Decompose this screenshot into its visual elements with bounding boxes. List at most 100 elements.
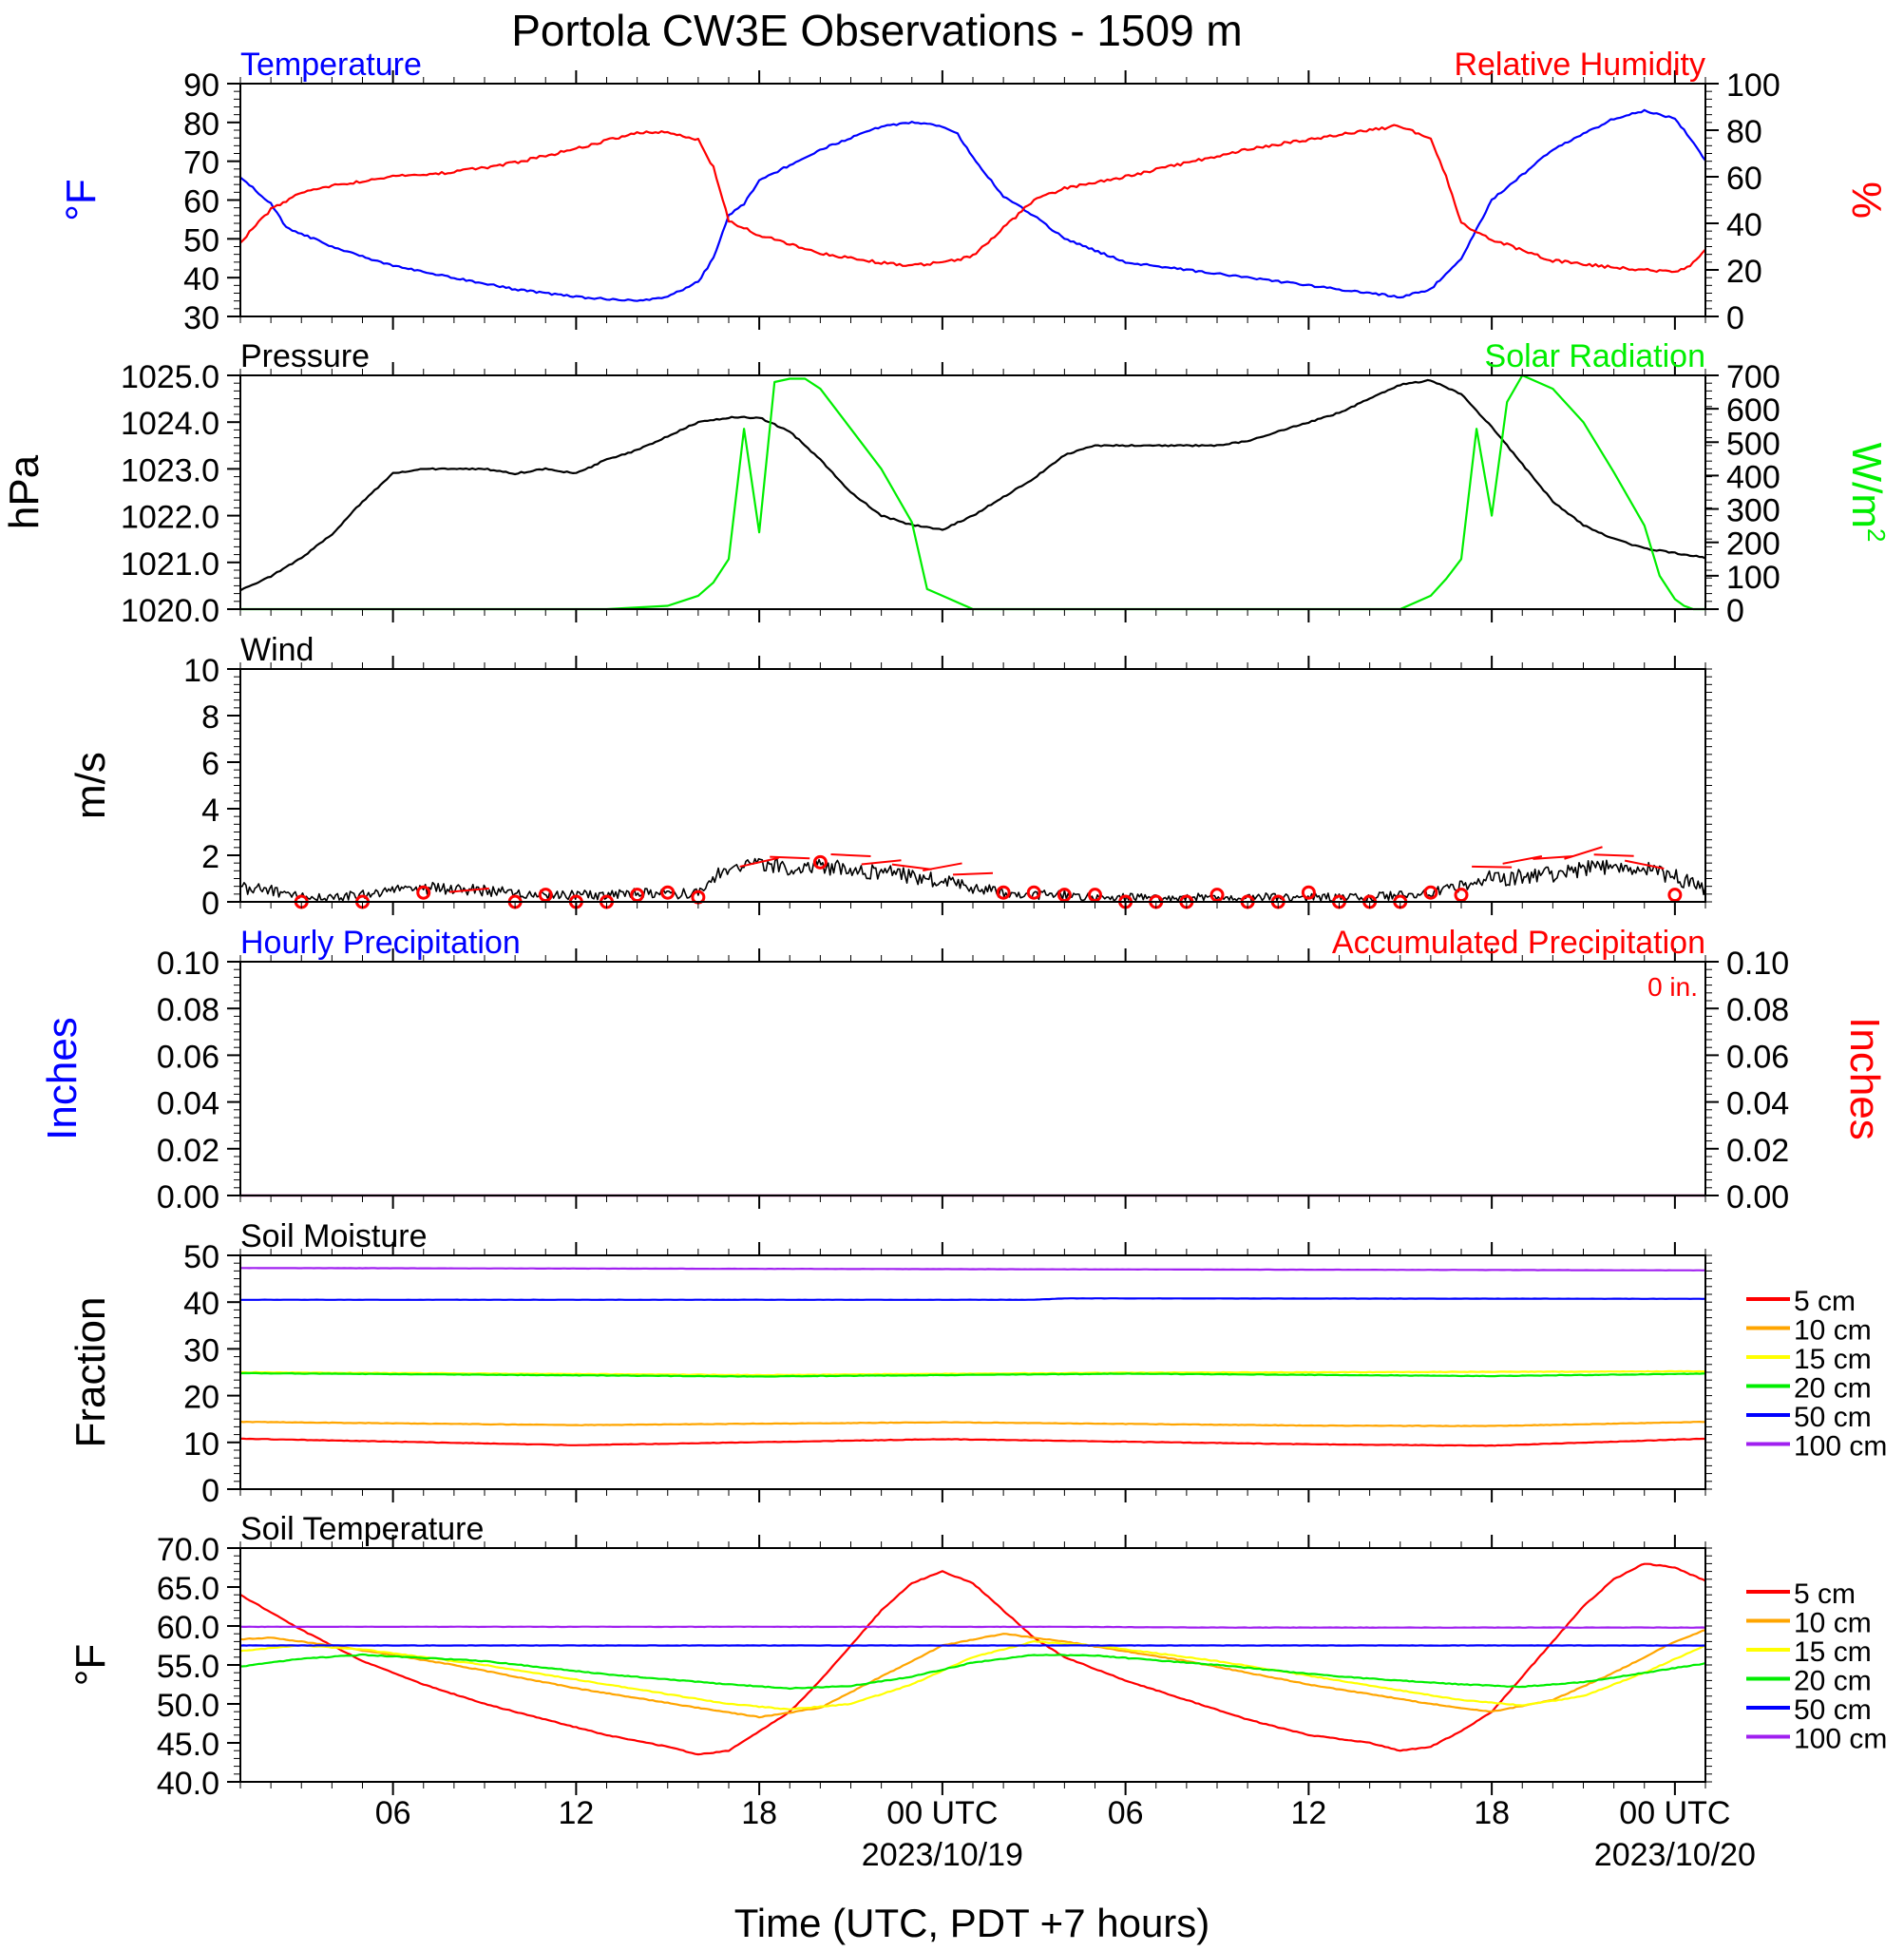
plot-frame — [239, 83, 1706, 317]
y-tick-label: 8 — [201, 699, 219, 736]
wind-barb-calm — [1209, 888, 1225, 903]
panel-title-right: Solar Radiation — [1485, 338, 1705, 374]
y-axis-unit-right: Inches — [1841, 1017, 1888, 1140]
wind-barb-calm — [1423, 885, 1438, 900]
wind-barb-calm — [1667, 888, 1683, 903]
x-tick-label: 06 — [1108, 1795, 1144, 1831]
legend-label: 10 cm — [1794, 1608, 1872, 1639]
series-line-5-cm — [240, 1562, 1705, 1756]
wind-barb-calm — [630, 888, 645, 903]
wind-barb — [1533, 855, 1573, 860]
y-tick-label-right: 20 — [1726, 254, 1762, 290]
plot-frame — [239, 374, 1706, 610]
y-tick-label-right: 400 — [1726, 459, 1780, 495]
tick-marks — [227, 70, 1719, 330]
series-line-15-cm — [240, 1639, 1705, 1711]
y-tick-label-right: 0.10 — [1726, 946, 1789, 982]
y-tick-label: 30 — [183, 300, 219, 336]
y-tick-label: 6 — [201, 746, 219, 782]
y-tick-label: 1023.0 — [121, 452, 219, 488]
series-group — [240, 108, 1705, 302]
y-axis-unit-left: °F — [67, 1644, 114, 1686]
y-tick-label: 0.06 — [157, 1039, 219, 1075]
legend-label: 100 cm — [1794, 1431, 1887, 1463]
y-axis-unit-right: % — [1843, 182, 1890, 219]
series-line-wind — [240, 857, 1705, 903]
tick-marks — [227, 948, 1719, 1209]
x-tick-label: 18 — [741, 1795, 777, 1831]
series-group — [240, 857, 1705, 903]
wind-barb — [1502, 854, 1543, 865]
y-tick-label: 0.08 — [157, 992, 219, 1028]
series-line-temperature — [240, 108, 1705, 302]
legend-label: 50 cm — [1794, 1402, 1872, 1433]
chart-title: Portola CW3E Observations - 1509 m — [511, 6, 1243, 55]
panel-title-left: Pressure — [240, 338, 370, 374]
x-tick-label: 00 UTC — [886, 1795, 998, 1831]
wind-barb-calm — [1454, 888, 1469, 903]
y-tick-label-right: 500 — [1726, 426, 1780, 462]
series-line-pressure — [240, 378, 1705, 592]
panel-title-left: Soil Temperature — [240, 1511, 484, 1547]
wind-barb-calm — [996, 885, 1011, 900]
wind-barb — [830, 853, 871, 857]
y-tick-label-right: 200 — [1726, 526, 1780, 563]
y-tick-label: 0 — [201, 886, 219, 922]
panel-wind: 0 2 4 6 8 10 Wind m/s — [67, 632, 1712, 922]
y-axis-unit-left: °F — [58, 179, 105, 220]
plot-frame — [239, 961, 1706, 1196]
wind-barb-calm — [1301, 885, 1316, 900]
panel-title-left: Hourly Precipitation — [240, 925, 521, 961]
legend-label: 15 cm — [1794, 1636, 1872, 1668]
y-tick-label: 20 — [183, 1380, 219, 1416]
y-tick-label-right: 60 — [1726, 161, 1762, 197]
y-tick-label: 1020.0 — [121, 593, 219, 629]
y-tick-label: 90 — [183, 67, 219, 104]
series-line-20-cm — [240, 1371, 1705, 1378]
wind-barb — [770, 855, 810, 860]
x-tick-date: 2023/10/19 — [862, 1837, 1023, 1873]
y-axis-unit-right: W/m2 — [1843, 443, 1891, 543]
y-axis-unit-left: hPa — [1, 454, 48, 529]
y-tick-label: 40.0 — [157, 1766, 219, 1802]
panel-title-left: Wind — [240, 632, 314, 668]
y-tick-label-right: 0.06 — [1726, 1039, 1789, 1075]
y-tick-label: 55.0 — [157, 1649, 219, 1685]
tick-marks — [227, 1242, 1712, 1502]
wind-barb-calm — [538, 888, 553, 903]
x-tick-label: 00 UTC — [1619, 1795, 1730, 1831]
wind-barb — [1564, 846, 1603, 860]
y-tick-label: 10 — [183, 653, 219, 689]
wind-barb — [448, 887, 489, 893]
y-tick-label: 40 — [183, 1286, 219, 1322]
series-group — [240, 1562, 1705, 1756]
legend-label: 20 cm — [1794, 1666, 1872, 1697]
y-tick-label-right: 80 — [1726, 114, 1762, 150]
y-tick-label: 60.0 — [157, 1610, 219, 1646]
y-tick-label: 70.0 — [157, 1532, 219, 1568]
y-tick-label: 2 — [201, 839, 219, 875]
series-line-solar-radiation — [240, 373, 1705, 611]
panel-title-right: Accumulated Precipitation — [1332, 925, 1705, 961]
y-tick-label-right: 700 — [1726, 359, 1780, 395]
series-line-10-cm — [240, 1420, 1705, 1427]
x-axis: 06 12 18 00 UTC 2023/10/19 06 12 18 00 UTC 2023/1… — [375, 1795, 1756, 1873]
series-line-10-cm — [240, 1629, 1705, 1719]
y-axis-unit-left: Inches — [39, 1017, 86, 1140]
wind-barb — [952, 871, 994, 876]
panel-precip: 0.00 0.02 0.04 0.06 0.08 0.10 0.00 0.02 0.04 0.06… — [39, 925, 1888, 1215]
x-tick-label: 12 — [1290, 1795, 1326, 1831]
y-tick-label-right: 0.00 — [1726, 1179, 1789, 1215]
series-line-relative-humidity — [240, 124, 1705, 274]
y-tick-label: 50 — [183, 222, 219, 258]
y-axis-unit-left: Fraction — [67, 1297, 114, 1448]
y-tick-label-right: 100 — [1726, 67, 1780, 104]
legend-label: 100 cm — [1794, 1724, 1887, 1755]
panel-soil-temp: 40.045.050.055.060.065.070.0 Soil Tempera… — [67, 1511, 1887, 1802]
y-tick-label-right: 0.08 — [1726, 992, 1789, 1028]
y-tick-label: 1025.0 — [121, 359, 219, 395]
